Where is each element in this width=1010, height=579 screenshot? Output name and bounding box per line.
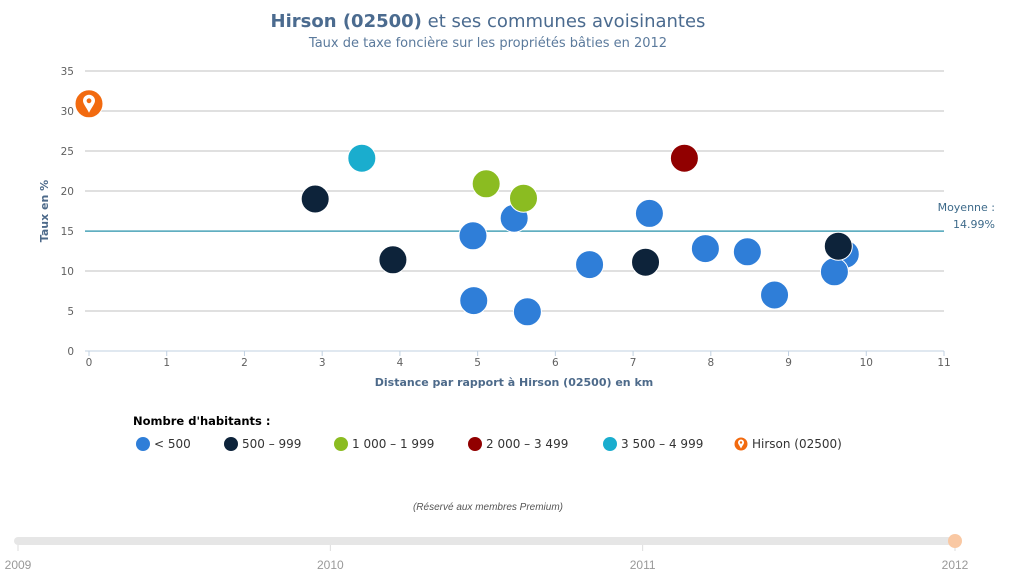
- point-lt500[interactable]: [819, 257, 849, 287]
- chart-title-bold: Hirson (02500): [271, 11, 422, 32]
- y-tick-label: 0: [67, 346, 74, 358]
- y-tick-label: 10: [61, 266, 74, 278]
- x-tick-label: 2: [241, 357, 248, 369]
- legend-title: Nombre d'habitants :: [133, 414, 270, 428]
- year-label[interactable]: 2011: [630, 558, 656, 572]
- average-label-value: 14.99%: [953, 218, 995, 231]
- average-label-title: Moyenne :: [938, 201, 995, 214]
- scatter-points: [74, 89, 860, 327]
- premium-note: (Réservé aux membres Premium): [413, 502, 563, 513]
- y-axis-title: Taux en %: [38, 180, 51, 242]
- legend-item-500-999[interactable]: 500 – 999: [224, 437, 301, 451]
- map-pin-icon: [83, 94, 95, 113]
- legend-marker: [334, 437, 348, 451]
- point-2000-3499[interactable]: [669, 143, 699, 173]
- year-label[interactable]: 2009: [5, 558, 32, 572]
- point-500-999[interactable]: [823, 231, 853, 261]
- y-tick-label: 25: [61, 146, 74, 158]
- year-label[interactable]: 2012: [942, 558, 969, 572]
- point-lt500[interactable]: [459, 286, 489, 316]
- chart-subtitle: Taux de taxe foncière sur les propriétés…: [308, 36, 667, 51]
- legend-hirson-icon[interactable]: [733, 436, 749, 452]
- x-axis-ticks: 0 1 2 3 4 5 6 7 8 9 10 11: [86, 351, 951, 369]
- y-tick-label: 30: [61, 106, 74, 118]
- point-lt500[interactable]: [512, 297, 542, 327]
- x-tick-label: 0: [86, 357, 93, 369]
- point-1000-1999[interactable]: [471, 169, 501, 199]
- legend-label: 1 000 – 1 999: [352, 437, 434, 451]
- hirson-point[interactable]: [74, 89, 104, 119]
- point-lt500[interactable]: [760, 280, 790, 310]
- x-tick-label: 9: [785, 357, 792, 369]
- x-tick-label: 6: [552, 357, 559, 369]
- legend-item-2000-3499[interactable]: 2 000 – 3 499: [468, 437, 568, 451]
- legend: < 500 500 – 999 1 000 – 1 999 2 000 – 3 499…: [136, 436, 842, 452]
- y-tick-label: 15: [61, 226, 74, 238]
- x-tick-label: 4: [397, 357, 404, 369]
- point-lt500[interactable]: [575, 250, 605, 280]
- chart-title: Hirson (02500) et ses communes avoisinan…: [271, 11, 706, 32]
- point-lt500[interactable]: [458, 221, 488, 251]
- x-tick-label: 11: [937, 357, 950, 369]
- legend-item-3500-4999[interactable]: 3 500 – 4 999: [603, 437, 703, 451]
- map-pin-hole: [86, 98, 92, 104]
- y-axis-ticks: 0 5 10 15 20 25 30 35: [61, 66, 74, 358]
- x-tick-label: 7: [630, 357, 637, 369]
- legend-label: Hirson (02500): [752, 437, 842, 451]
- legend-marker: [136, 437, 150, 451]
- chart-title-rest: et ses communes avoisinantes: [422, 11, 706, 32]
- point-1000-1999[interactable]: [508, 183, 538, 213]
- x-tick-label: 5: [474, 357, 481, 369]
- point-3500-4999[interactable]: [347, 143, 377, 173]
- legend-marker: [468, 437, 482, 451]
- point-lt500[interactable]: [634, 198, 664, 228]
- point-500-999[interactable]: [378, 245, 408, 275]
- legend-label: < 500: [154, 437, 191, 451]
- point-500-999[interactable]: [300, 184, 330, 214]
- y-tick-label: 5: [67, 306, 74, 318]
- legend-label: 2 000 – 3 499: [486, 437, 568, 451]
- year-label[interactable]: 2010: [317, 558, 344, 572]
- year-slider-thumb[interactable]: [948, 534, 962, 548]
- point-lt500[interactable]: [732, 237, 762, 267]
- x-tick-label: 3: [319, 357, 326, 369]
- point-500-999[interactable]: [631, 247, 661, 277]
- x-tick-label: 10: [860, 357, 873, 369]
- legend-item-lt500[interactable]: < 500: [136, 437, 191, 451]
- x-tick-label: 8: [707, 357, 714, 369]
- legend-label: 500 – 999: [242, 437, 301, 451]
- point-lt500[interactable]: [690, 234, 720, 264]
- legend-marker: [224, 437, 238, 451]
- x-tick-label: 1: [163, 357, 170, 369]
- y-tick-label: 20: [61, 186, 74, 198]
- y-tick-label: 35: [61, 66, 74, 78]
- year-slider[interactable]: 2009 2010 2011 2012: [5, 534, 969, 572]
- legend-label: 3 500 – 4 999: [621, 437, 703, 451]
- legend-item-hirson[interactable]: Hirson (02500): [733, 436, 842, 452]
- map-pin-icon: [738, 439, 744, 449]
- legend-marker: [603, 437, 617, 451]
- legend-item-1000-1999[interactable]: 1 000 – 1 999: [334, 437, 434, 451]
- x-axis-title: Distance par rapport à Hirson (02500) en…: [375, 376, 653, 389]
- map-pin-hole: [739, 441, 743, 444]
- year-slider-ticks: 2009 2010 2011 2012: [5, 545, 969, 572]
